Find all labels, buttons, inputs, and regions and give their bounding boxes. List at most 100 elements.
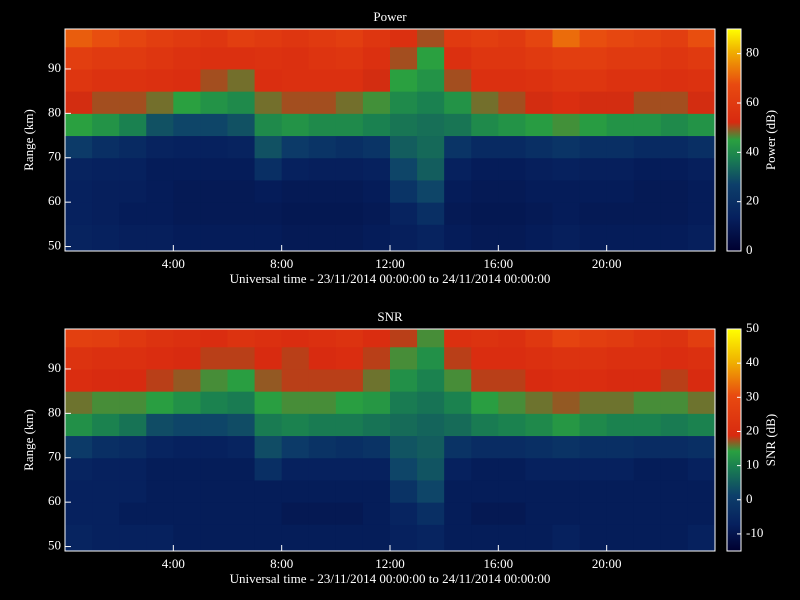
heatmap-cell bbox=[363, 29, 391, 47]
y-tick-label: 70 bbox=[48, 149, 61, 164]
heatmap-cell bbox=[444, 458, 472, 481]
heatmap-cell bbox=[255, 524, 283, 551]
colorbar-tick-label: 20 bbox=[746, 422, 759, 437]
heatmap-cell bbox=[65, 113, 93, 136]
heatmap-cell bbox=[146, 502, 174, 525]
heatmap-cell bbox=[255, 91, 283, 114]
heatmap-cell bbox=[92, 180, 120, 203]
heatmap-cell bbox=[146, 524, 174, 551]
heatmap-cell bbox=[173, 347, 201, 370]
heatmap-cell bbox=[119, 502, 147, 525]
heatmap-cell bbox=[417, 329, 445, 347]
heatmap-cell bbox=[173, 458, 201, 481]
heatmap-cell bbox=[336, 329, 364, 347]
heatmap-cell bbox=[390, 502, 418, 525]
heatmap-cell bbox=[255, 136, 283, 159]
heatmap-cell bbox=[525, 91, 553, 114]
colorbar-label: Power (dB) bbox=[763, 110, 778, 170]
heatmap-cell bbox=[228, 524, 256, 551]
heatmap-cell bbox=[688, 436, 716, 459]
heatmap-cell bbox=[363, 224, 391, 251]
colorbar-tick-label: 10 bbox=[746, 457, 759, 472]
heatmap-cell bbox=[471, 347, 499, 370]
heatmap-cell bbox=[607, 458, 635, 481]
heatmap-cell bbox=[92, 329, 120, 347]
heatmap-cell bbox=[146, 136, 174, 159]
heatmap-cell bbox=[525, 413, 553, 436]
heatmap-cell bbox=[688, 180, 716, 203]
heatmap-cell bbox=[173, 502, 201, 525]
colorbar-tick-label: 40 bbox=[746, 143, 759, 158]
heatmap-cell bbox=[282, 91, 310, 114]
x-tick-label: 20:00 bbox=[592, 556, 622, 571]
heatmap-cell bbox=[417, 480, 445, 503]
heatmap-cell bbox=[525, 347, 553, 370]
heatmap-cell bbox=[119, 180, 147, 203]
heatmap-cell bbox=[173, 136, 201, 159]
x-tick-label: 20:00 bbox=[592, 256, 622, 271]
heatmap-cell bbox=[119, 47, 147, 70]
heatmap-cell bbox=[525, 29, 553, 47]
heatmap-cell bbox=[65, 524, 93, 551]
heatmap-cell bbox=[607, 347, 635, 370]
heatmap-cell bbox=[634, 347, 662, 370]
heatmap-cell bbox=[255, 347, 283, 370]
heatmap-cell bbox=[146, 202, 174, 225]
heatmap-cell bbox=[119, 113, 147, 136]
heatmap-cell bbox=[255, 458, 283, 481]
heatmap-cell bbox=[92, 29, 120, 47]
heatmap-cell bbox=[255, 69, 283, 92]
heatmap-cell bbox=[498, 391, 526, 414]
heatmap-cell bbox=[607, 47, 635, 70]
heatmap-cell bbox=[255, 158, 283, 181]
heatmap-cell bbox=[607, 91, 635, 114]
heatmap-cell bbox=[336, 202, 364, 225]
heatmap-cell bbox=[228, 436, 256, 459]
heatmap-cell bbox=[228, 458, 256, 481]
heatmap-cell bbox=[498, 202, 526, 225]
heatmap-cell bbox=[146, 113, 174, 136]
heatmap-cell bbox=[92, 136, 120, 159]
heatmap-cell bbox=[255, 329, 283, 347]
heatmap-cell bbox=[471, 47, 499, 70]
heatmap-cell bbox=[417, 369, 445, 392]
heatmap-cell bbox=[173, 480, 201, 503]
heatmap-cell bbox=[444, 224, 472, 251]
heatmap-cell bbox=[390, 224, 418, 251]
heatmap-cell bbox=[146, 480, 174, 503]
heatmap-cell bbox=[444, 47, 472, 70]
x-tick-label: 16:00 bbox=[484, 556, 514, 571]
heatmap-cell bbox=[498, 29, 526, 47]
heatmap-cell bbox=[282, 369, 310, 392]
heatmap-cell bbox=[119, 29, 147, 47]
heatmap-cell bbox=[607, 136, 635, 159]
heatmap-cell bbox=[65, 91, 93, 114]
heatmap-cell bbox=[661, 202, 689, 225]
heatmap-cell bbox=[309, 391, 337, 414]
heatmap-cell bbox=[255, 113, 283, 136]
heatmap-cell bbox=[661, 329, 689, 347]
heatmap-cell bbox=[173, 224, 201, 251]
heatmap-cell bbox=[363, 180, 391, 203]
heatmap-cell bbox=[200, 436, 228, 459]
heatmap-cell bbox=[119, 224, 147, 251]
heatmap-cell bbox=[580, 224, 608, 251]
heatmap-cell bbox=[228, 347, 256, 370]
heatmap-cell bbox=[65, 458, 93, 481]
heatmap-cell bbox=[525, 202, 553, 225]
heatmap-cell bbox=[525, 329, 553, 347]
heatmap-cell bbox=[282, 47, 310, 70]
heatmap-cell bbox=[92, 158, 120, 181]
heatmap-cell bbox=[92, 91, 120, 114]
heatmap-cell bbox=[580, 29, 608, 47]
heatmap-cell bbox=[65, 369, 93, 392]
heatmap-cell bbox=[92, 369, 120, 392]
heatmap-cell bbox=[65, 347, 93, 370]
heatmap-cell bbox=[282, 329, 310, 347]
heatmap-cell bbox=[363, 202, 391, 225]
heatmap-cell bbox=[336, 480, 364, 503]
colorbar bbox=[727, 329, 741, 551]
colorbar-tick-label: 0 bbox=[746, 242, 753, 257]
heatmap-cell bbox=[92, 47, 120, 70]
